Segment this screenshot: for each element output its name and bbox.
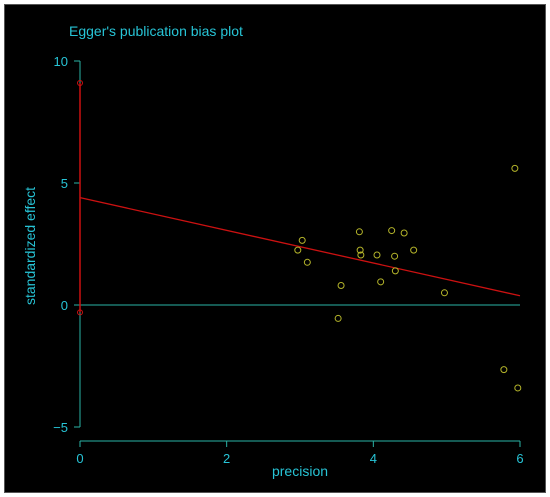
y-tick-label: 0 [61, 298, 68, 313]
data-point [410, 246, 418, 254]
x-tick-label: 6 [516, 451, 523, 466]
data-point [298, 236, 306, 244]
egger-plot: Egger's publication bias plot standardiz… [22, 23, 524, 479]
data-point [500, 366, 508, 374]
data-point [357, 251, 365, 259]
y-tick-label: 5 [61, 176, 68, 191]
data-point [356, 246, 364, 254]
data-point [337, 281, 345, 289]
x-axis-label: precision [272, 463, 328, 479]
data-point [400, 229, 408, 237]
data-point [514, 384, 522, 392]
regression-line [79, 197, 521, 297]
data-point [303, 258, 311, 266]
data-point [355, 228, 363, 236]
x-tick-label: 4 [370, 451, 377, 466]
chart-title: Egger's publication bias plot [69, 23, 243, 39]
data-point [440, 289, 448, 297]
y-axis-label: standardized effect [22, 187, 38, 305]
data-point [391, 252, 399, 260]
y-tick-label: 10 [54, 54, 68, 69]
data-point [511, 164, 519, 172]
data-point [391, 267, 399, 275]
x-tick-label: 0 [76, 451, 83, 466]
data-point [334, 314, 342, 322]
data-point [377, 278, 385, 286]
data-point [373, 251, 381, 259]
x-tick-label: 2 [223, 451, 230, 466]
data-point [294, 246, 302, 254]
y-tick-label: −5 [53, 420, 68, 435]
data-point [388, 227, 396, 235]
ci-lower-marker [77, 309, 83, 316]
plot-frame: Egger's publication bias plot standardiz… [4, 4, 546, 493]
ci-upper-marker [77, 79, 83, 86]
